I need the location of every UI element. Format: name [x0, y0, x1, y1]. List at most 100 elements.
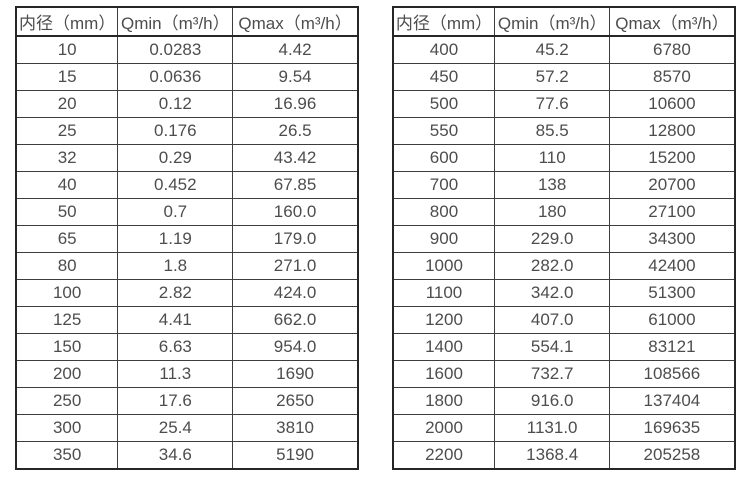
table-row: 700 138 20700 [392, 171, 736, 199]
table-cell: 138 [494, 171, 611, 199]
table-cell: 4.41 [117, 306, 234, 334]
table-cell: 1400 [392, 333, 496, 361]
table-cell: 110 [494, 144, 611, 172]
table-cell: 229.0 [494, 225, 611, 253]
table-cell: 20700 [609, 171, 736, 199]
table-cell: 50 [15, 198, 119, 226]
table-cell: 160.0 [232, 198, 359, 226]
table-cell: 9.54 [232, 63, 359, 91]
table-cell: 108566 [609, 360, 736, 388]
table-cell: 732.7 [494, 360, 611, 388]
table-cell: 15 [15, 63, 119, 91]
table-row: 2000 1131.0 169635 [392, 414, 736, 442]
table-cell: 80 [15, 252, 119, 280]
table-cell: 350 [15, 441, 119, 470]
table-cell: 954.0 [232, 333, 359, 361]
table-cell: 5190 [232, 441, 359, 470]
column-header: 内径（mm） [15, 6, 119, 37]
table-cell: 0.176 [117, 117, 234, 145]
table-cell: 42400 [609, 252, 736, 280]
table-cell: 1800 [392, 387, 496, 415]
table-cell: 45.2 [494, 35, 611, 64]
table-cell: 16.96 [232, 90, 359, 118]
table-cell: 169635 [609, 414, 736, 442]
spec-table-large-diameters: 内径（mm） Qmin（m³/h） Qmax（m³/h） 400 45.2 6780 45… [391, 6, 736, 470]
table-cell: 40 [15, 171, 119, 199]
table-cell: 77.6 [494, 90, 611, 118]
table-cell: 43.42 [232, 144, 359, 172]
table-cell: 2200 [392, 441, 496, 470]
table-cell: 51300 [609, 279, 736, 307]
table-cell: 0.0636 [117, 63, 234, 91]
table-cell: 20 [15, 90, 119, 118]
table-cell: 407.0 [494, 306, 611, 334]
table-row: 65 1.19 179.0 [15, 225, 359, 253]
table-row: 80 1.8 271.0 [15, 252, 359, 280]
table-cell: 662.0 [232, 306, 359, 334]
table-cell: 34300 [609, 225, 736, 253]
table-cell: 1200 [392, 306, 496, 334]
table-cell: 1600 [392, 360, 496, 388]
table-row: 550 85.5 12800 [392, 117, 736, 145]
table-row: 1200 407.0 61000 [392, 306, 736, 334]
table-cell: 2650 [232, 387, 359, 415]
column-header: 内径（mm） [392, 6, 496, 37]
table-cell: 150 [15, 333, 119, 361]
table-row: 600 110 15200 [392, 144, 736, 172]
table-cell: 300 [15, 414, 119, 442]
table-cell: 179.0 [232, 225, 359, 253]
table-row: 900 229.0 34300 [392, 225, 736, 253]
table-row: 450 57.2 8570 [392, 63, 736, 91]
table-row: 50 0.7 160.0 [15, 198, 359, 226]
table-cell: 11.3 [117, 360, 234, 388]
table-row: 40 0.452 67.85 [15, 171, 359, 199]
table-cell: 0.29 [117, 144, 234, 172]
column-header: Qmin（m³/h） [117, 6, 234, 37]
table-cell: 2000 [392, 414, 496, 442]
table-cell: 10600 [609, 90, 736, 118]
table-cell: 400 [392, 35, 496, 64]
table-cell: 8570 [609, 63, 736, 91]
table-row: 800 180 27100 [392, 198, 736, 226]
table-cell: 554.1 [494, 333, 611, 361]
table-cell: 83121 [609, 333, 736, 361]
table-cell: 180 [494, 198, 611, 226]
table-row: 125 4.41 662.0 [15, 306, 359, 334]
table-row: 300 25.4 3810 [15, 414, 359, 442]
spec-table-small-diameters: 内径（mm） Qmin（m³/h） Qmax（m³/h） 10 0.0283 4.42 1… [15, 6, 359, 470]
table-cell: 1000 [392, 252, 496, 280]
table-cell: 250 [15, 387, 119, 415]
table-cell: 700 [392, 171, 496, 199]
table-cell: 6.63 [117, 333, 234, 361]
table-cell: 65 [15, 225, 119, 253]
table-row: 1800 916.0 137404 [392, 387, 736, 415]
table-row: 1000 282.0 42400 [392, 252, 736, 280]
table-cell: 67.85 [232, 171, 359, 199]
table-row: 100 2.82 424.0 [15, 279, 359, 307]
table-cell: 25.4 [117, 414, 234, 442]
table-cell: 1131.0 [494, 414, 611, 442]
table-cell: 500 [392, 90, 496, 118]
table-row: 15 0.0636 9.54 [15, 63, 359, 91]
table-cell: 1690 [232, 360, 359, 388]
table-cell: 282.0 [494, 252, 611, 280]
table-cell: 26.5 [232, 117, 359, 145]
table-row: 250 17.6 2650 [15, 387, 359, 415]
table-cell: 0.12 [117, 90, 234, 118]
header-row: 内径（mm） Qmin（m³/h） Qmax（m³/h） [15, 6, 359, 37]
table-cell: 1368.4 [494, 441, 611, 470]
table-cell: 85.5 [494, 117, 611, 145]
table-cell: 450 [392, 63, 496, 91]
column-header: Qmin（m³/h） [494, 6, 611, 37]
table-cell: 916.0 [494, 387, 611, 415]
table-cell: 17.6 [117, 387, 234, 415]
table-cell: 1.8 [117, 252, 234, 280]
table-row: 400 45.2 6780 [392, 35, 736, 64]
header-row: 内径（mm） Qmin（m³/h） Qmax（m³/h） [392, 6, 736, 37]
table-cell: 12800 [609, 117, 736, 145]
table-cell: 137404 [609, 387, 736, 415]
table-cell: 2.82 [117, 279, 234, 307]
table-row: 500 77.6 10600 [392, 90, 736, 118]
table-row: 2200 1368.4 205258 [392, 441, 736, 470]
table-cell: 100 [15, 279, 119, 307]
